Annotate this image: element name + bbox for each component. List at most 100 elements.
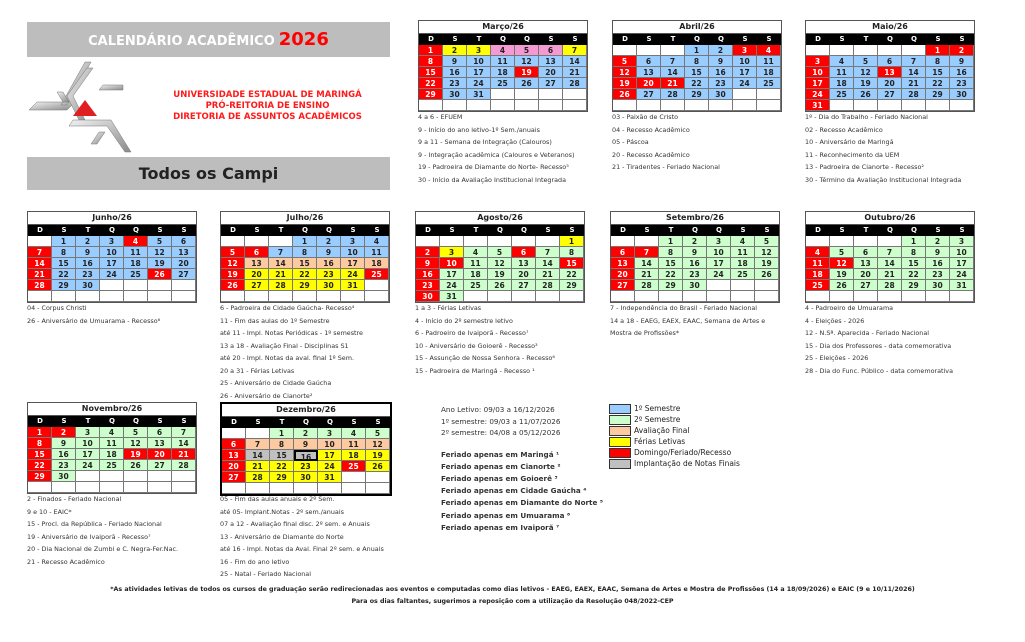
month-calendar: Outubro/26 D S T Q Q S S 1 2 3 4 5 6 7 8 9 10 11 12 13 14 15 16… (805, 211, 975, 303)
empty-cell (661, 45, 685, 56)
day-cell: 9 (443, 56, 467, 67)
day-cell: 13 (878, 67, 902, 78)
weekday-header: S (755, 225, 779, 236)
day-cell: 19 (613, 78, 637, 89)
month-calendar: Maio/26 D S T Q Q S S 1 2 3 4 5 6 7 8 9 10 11 12 13 14 15 16 17 1… (805, 20, 975, 112)
day-cell: 3 (76, 427, 100, 438)
page-title: CALENDÁRIO ACADÊMICO (88, 34, 275, 49)
day-cell: 8 (926, 56, 950, 67)
month-title: Junho/26 (28, 212, 196, 225)
event-note: 13 - Aniversário de Diamante do Norte (220, 532, 344, 541)
day-cell: 18 (100, 449, 124, 460)
day-cell: 10 (806, 67, 830, 78)
day-cell: 23 (317, 269, 341, 280)
day-cell: 22 (685, 78, 709, 89)
day-cell: 21 (878, 269, 902, 280)
day-cell: 28 (661, 89, 685, 100)
day-cell: 31 (467, 89, 491, 100)
day-cell: 20 (222, 461, 246, 472)
empty-cell (100, 482, 124, 493)
day-cell: 1 (28, 427, 52, 438)
day-cell: 3 (467, 45, 491, 56)
month-notes: 04 - Corpus Christi 26 - Aniversário de U… (27, 302, 227, 327)
day-cell: 28 (536, 280, 560, 291)
day-cell: 22 (28, 460, 52, 471)
event-note: 20 a 31 - Férias Letivas (220, 366, 295, 375)
day-cell: 23 (950, 78, 974, 89)
empty-cell (221, 291, 245, 302)
day-cell: 4 (124, 236, 148, 247)
day-cell: 5 (755, 236, 779, 247)
day-cell: 12 (755, 247, 779, 258)
event-note: 1º - Dia do Trabalho - Feriado Nacional (805, 113, 928, 121)
day-cell: 15 (52, 258, 76, 269)
day-cell: 15 (659, 258, 683, 269)
weekday-header: D (222, 417, 246, 428)
weekday-header: S (443, 34, 467, 45)
weekday-header: S (731, 225, 755, 236)
weekday-header: Q (878, 34, 902, 45)
day-cell: 6 (637, 56, 661, 67)
weekday-header: T (854, 34, 878, 45)
day-cell: 8 (52, 247, 76, 258)
empty-cell (245, 291, 269, 302)
day-cell: 14 (28, 258, 52, 269)
day-cell: 19 (221, 269, 245, 280)
weekday-header: S (172, 416, 196, 427)
day-cell: 13 (854, 258, 878, 269)
day-cell: 2 (709, 45, 733, 56)
empty-cell (926, 100, 950, 111)
empty-cell (270, 483, 294, 494)
month-title: Março/26 (419, 21, 587, 34)
day-cell: 26 (366, 461, 390, 472)
empty-cell (563, 89, 587, 100)
legend-swatch (609, 447, 631, 458)
day-cell: 5 (515, 45, 539, 56)
day-cell: 27 (172, 269, 196, 280)
day-cell: 8 (419, 56, 443, 67)
event-note: 04 - Corpus Christi (27, 304, 87, 312)
weekday-header: S (536, 225, 560, 236)
empty-cell (635, 236, 659, 247)
month-calendar: Agosto/26 D S T Q Q S S 1 2 3 4 5 6 7 8 9 10 11 12 13 14 15 16 1… (415, 211, 585, 303)
event-note: até 11 - Impl. Notas Periódicas - 1º sem… (220, 329, 363, 337)
day-cell: 5 (366, 428, 390, 439)
day-cell: 13 (512, 258, 536, 269)
month-grid: D S T Q Q S S 1 2 3 4 5 6 7 8 9 10 11 12 13 14 15 16 17 18 19 20 21… (28, 416, 196, 493)
day-cell: 19 (854, 78, 878, 89)
weekday-header: Q (902, 225, 926, 236)
day-cell: 11 (124, 247, 148, 258)
footer-line-1: *As atividades letivas de todos os curso… (110, 586, 915, 593)
empty-cell (222, 428, 246, 439)
day-cell: 19 (755, 258, 779, 269)
event-note: 9 - Integração acadêmica (Calouros e Vet… (418, 150, 575, 159)
day-cell: 25 (464, 280, 488, 291)
day-cell: 27 (222, 472, 246, 483)
day-cell: 3 (950, 236, 974, 247)
event-note: 21 - Recesso Acadêmico (27, 557, 105, 566)
empty-cell (806, 45, 830, 56)
event-note: 15 - Padroeira de Maringá - Recesso ¹ (415, 366, 535, 375)
empty-cell (683, 291, 707, 302)
day-cell: 9 (416, 258, 440, 269)
day-cell: 22 (52, 269, 76, 280)
event-note: 25 - Natal - Feriado Nacional (220, 570, 311, 578)
weekday-header: T (854, 225, 878, 236)
weekday-header: S (733, 34, 757, 45)
empty-cell (515, 89, 539, 100)
empty-cell (52, 291, 76, 302)
event-note: 14 a 18 - EAEG, EAEX, EAAC, Semana de Ar… (610, 316, 766, 325)
day-cell: 9 (950, 56, 974, 67)
weekday-header: S (950, 225, 974, 236)
empty-cell (443, 100, 467, 111)
event-note: 19 - Aniversário de Ivaiporã - Recesso⁷ (27, 532, 151, 541)
day-cell: 27 (512, 280, 536, 291)
day-cell: 23 (709, 78, 733, 89)
empty-cell (878, 236, 902, 247)
empty-cell (100, 291, 124, 302)
day-cell: 5 (854, 56, 878, 67)
month-title: Outubro/26 (806, 212, 974, 225)
university-name: UNIVERSIDADE ESTADUAL DE MARINGÁ (173, 90, 362, 100)
day-cell: 29 (52, 280, 76, 291)
weekday-header: Q (491, 34, 515, 45)
